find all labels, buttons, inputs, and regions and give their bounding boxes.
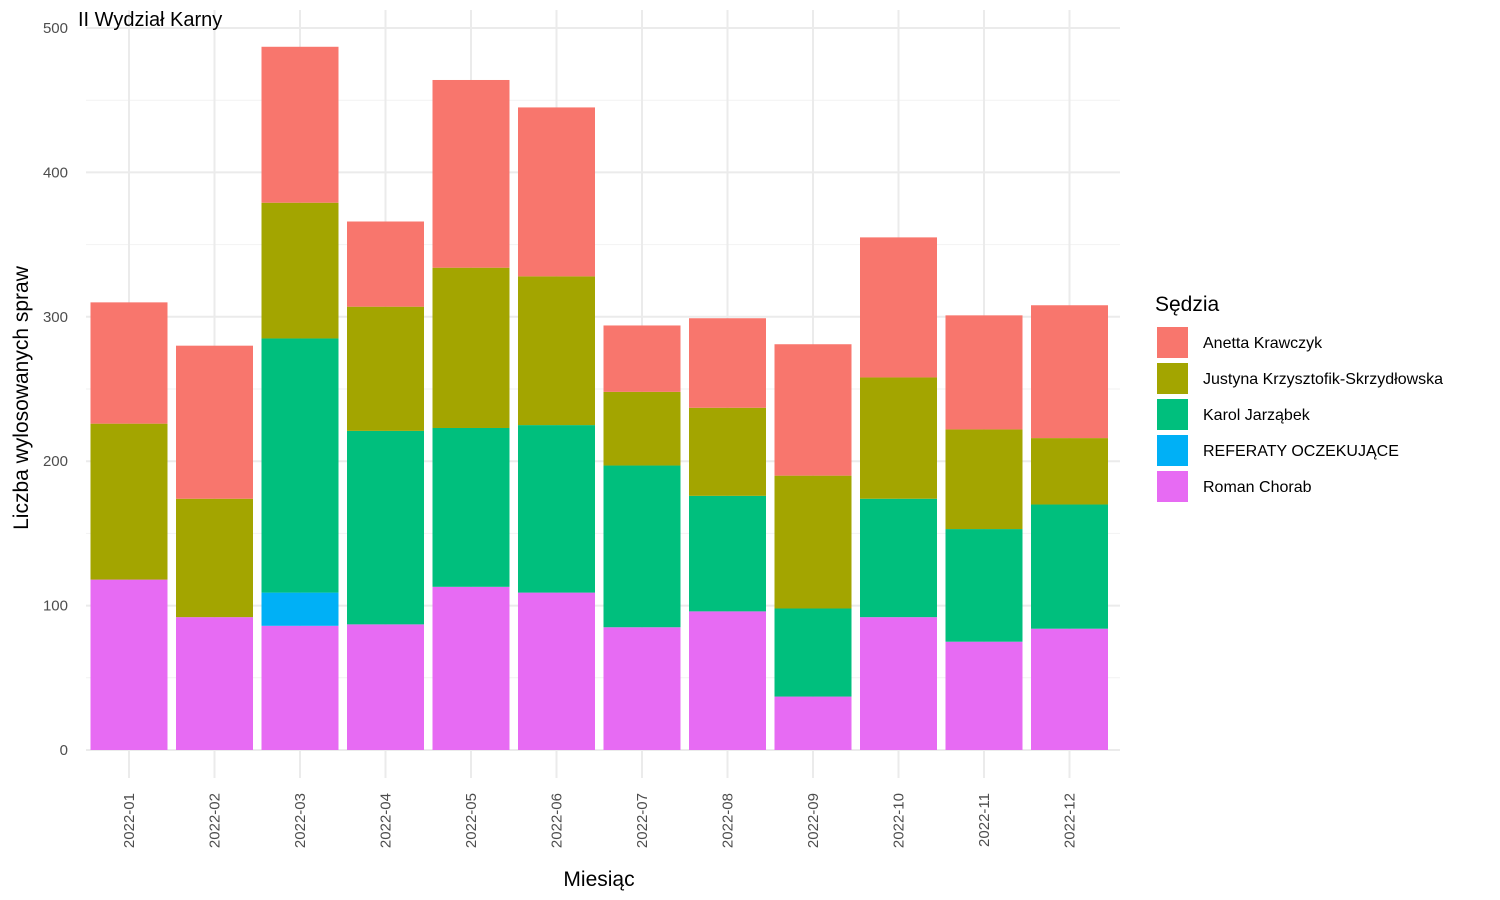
x-tick-label: 2022-10 [891, 793, 908, 848]
bar-segment [347, 430, 424, 625]
x-tick-label: 2022-11 [976, 793, 993, 847]
bar-segment [603, 391, 681, 466]
legend-label: Justyna Krzysztofik-Skrzydłowska [1203, 371, 1443, 388]
bar-segment [603, 325, 681, 392]
legend-label: Karol Jarząbek [1203, 407, 1311, 424]
legend-label: Anetta Krawczyk [1203, 335, 1323, 352]
x-tick-label: 2022-09 [805, 793, 822, 848]
y-tick-label: 300 [43, 309, 68, 326]
bar-segment [689, 318, 766, 408]
y-tick-label: 0 [60, 742, 68, 759]
bar-segment [774, 608, 852, 697]
bar-segment [1031, 628, 1108, 750]
legend-swatch [1157, 327, 1188, 358]
y-axis-title: Liczba wylosowanych spraw [10, 265, 33, 530]
bar-segment [945, 641, 1023, 750]
y-tick-label: 100 [43, 598, 68, 615]
bar-segment [774, 344, 852, 476]
bar-segment [90, 302, 168, 424]
bar-segment [347, 221, 424, 307]
legend-swatch [1157, 399, 1188, 430]
bar-segment [603, 465, 681, 628]
bar-segment [518, 107, 595, 277]
legend-label: REFERATY OCZEKUJĄCE [1203, 443, 1399, 460]
bar-segment [432, 79, 510, 268]
bar-segment [860, 237, 937, 378]
bar-segment [261, 202, 339, 339]
chart-title: II Wydział Karny [78, 9, 222, 31]
bar-segment [176, 345, 253, 499]
y-axis-ticks: 0 100 200 300 400 500 [43, 20, 68, 759]
bar-segment [261, 592, 339, 626]
y-tick-label: 500 [43, 20, 68, 37]
bar-segment [860, 498, 937, 618]
bar-segment [945, 429, 1023, 530]
x-axis-title: Miesiąc [563, 868, 634, 891]
bar-segment [261, 625, 339, 750]
bar-segment [518, 592, 595, 750]
x-tick-label: 2022-06 [549, 793, 566, 848]
bar-segment [689, 495, 766, 612]
bars [90, 46, 1108, 750]
bar-segment [689, 407, 766, 496]
legend-swatch [1157, 471, 1188, 502]
bar-segment [518, 425, 595, 593]
legend-label: Roman Chorab [1203, 479, 1312, 496]
bar-segment [774, 475, 852, 609]
x-tick-label: 2022-07 [634, 793, 651, 848]
legend-swatch [1157, 363, 1188, 394]
legend: Sędzia Anetta Krawczyk Justyna Krzysztofi… [1155, 293, 1443, 503]
x-axis-ticks: 2022-01 2022-02 2022-03 2022-04 2022-05 2022-… [121, 793, 1079, 848]
legend-title: Sędzia [1155, 293, 1220, 316]
bar-segment [432, 586, 510, 750]
x-tick-label: 2022-05 [463, 793, 480, 848]
bar-segment [347, 624, 424, 750]
x-tick-label: 2022-08 [720, 793, 737, 848]
bar-segment [945, 529, 1023, 642]
x-tick-label: 2022-12 [1062, 793, 1079, 848]
bar-segment [90, 423, 168, 580]
legend-swatch [1157, 435, 1188, 466]
bar-segment [860, 617, 937, 750]
bar-segment [518, 276, 595, 426]
x-tick-label: 2022-03 [292, 793, 309, 848]
bar-segment [603, 627, 681, 750]
bar-segment [176, 617, 253, 750]
bar-segment [689, 611, 766, 750]
x-tick-label: 2022-01 [121, 793, 138, 848]
bar-segment [1031, 305, 1108, 439]
bar-segment [432, 427, 510, 587]
y-tick-label: 200 [43, 453, 68, 470]
x-tick-label: 2022-04 [378, 793, 395, 848]
y-tick-label: 400 [43, 164, 68, 181]
bar-segment [945, 315, 1023, 430]
bar-segment [860, 377, 937, 499]
x-tick-label: 2022-02 [207, 793, 224, 848]
bar-segment [432, 267, 510, 428]
bar-segment [261, 338, 339, 593]
bar-segment [1031, 504, 1108, 629]
bar-segment [176, 498, 253, 618]
bar-segment [90, 579, 168, 750]
bar-segment [261, 46, 339, 203]
bar-segment [774, 696, 852, 750]
bar-segment [1031, 438, 1108, 505]
bar-segment [347, 306, 424, 431]
